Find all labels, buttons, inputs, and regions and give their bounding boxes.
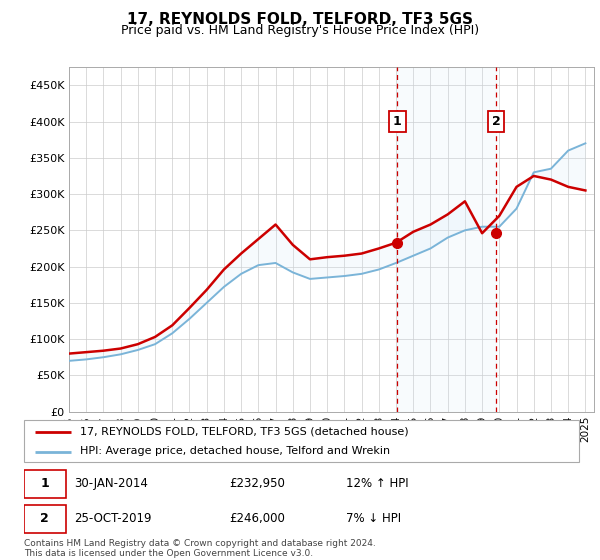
FancyBboxPatch shape	[24, 470, 65, 498]
Text: Contains HM Land Registry data © Crown copyright and database right 2024.
This d: Contains HM Land Registry data © Crown c…	[24, 539, 376, 558]
FancyBboxPatch shape	[24, 505, 65, 533]
Text: 2: 2	[491, 115, 500, 128]
Text: HPI: Average price, detached house, Telford and Wrekin: HPI: Average price, detached house, Telf…	[79, 446, 389, 456]
Text: 1: 1	[40, 477, 49, 490]
Text: 7% ↓ HPI: 7% ↓ HPI	[346, 512, 401, 525]
Text: 30-JAN-2014: 30-JAN-2014	[74, 477, 148, 490]
Text: 17, REYNOLDS FOLD, TELFORD, TF3 5GS (detached house): 17, REYNOLDS FOLD, TELFORD, TF3 5GS (det…	[79, 427, 408, 437]
FancyBboxPatch shape	[24, 420, 579, 462]
Text: 12% ↑ HPI: 12% ↑ HPI	[346, 477, 409, 490]
Text: 17, REYNOLDS FOLD, TELFORD, TF3 5GS: 17, REYNOLDS FOLD, TELFORD, TF3 5GS	[127, 12, 473, 27]
Text: 1: 1	[393, 115, 402, 128]
Text: Price paid vs. HM Land Registry's House Price Index (HPI): Price paid vs. HM Land Registry's House …	[121, 24, 479, 37]
Text: 2: 2	[40, 512, 49, 525]
Text: 25-OCT-2019: 25-OCT-2019	[74, 512, 151, 525]
Text: £232,950: £232,950	[229, 477, 285, 490]
Bar	[397, 67, 496, 412]
Text: £246,000: £246,000	[229, 512, 285, 525]
